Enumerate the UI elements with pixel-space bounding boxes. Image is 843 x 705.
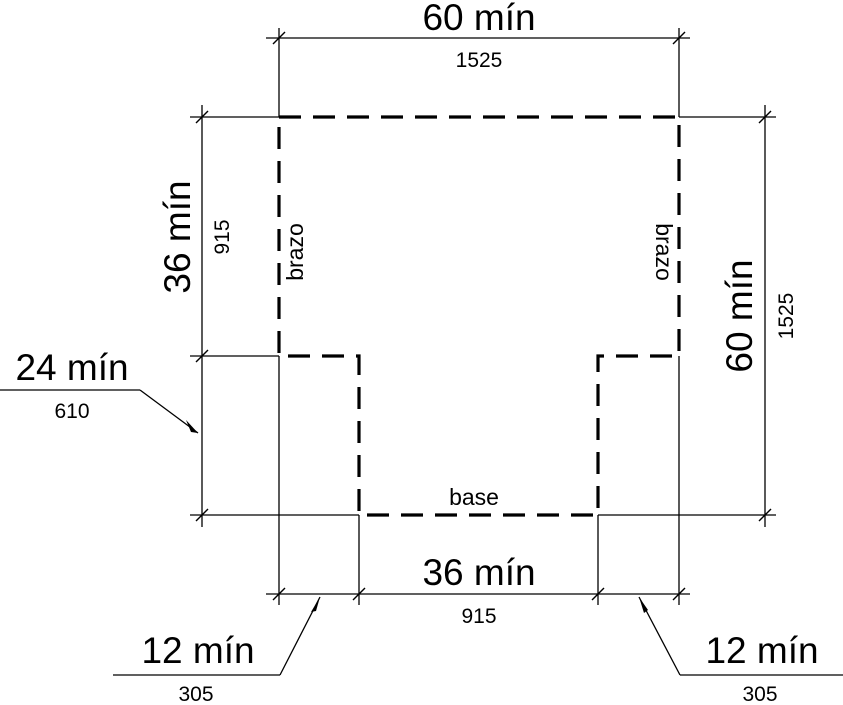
top-width-label: 60 mín bbox=[422, 0, 535, 38]
bottom-right-dimension: 12 mín 305 bbox=[638, 596, 843, 705]
top-width-dimension: 60 mín 1525 bbox=[266, 0, 690, 117]
right-arm-label: brazo bbox=[651, 223, 677, 281]
top-width-mm: 1525 bbox=[456, 49, 503, 72]
bottom-left-mm: 305 bbox=[178, 683, 213, 705]
left-arm-label: brazo bbox=[282, 223, 308, 281]
right-height-label: 60 mín bbox=[719, 259, 760, 372]
base-label: base bbox=[449, 484, 499, 510]
bottom-right-mm: 305 bbox=[742, 683, 777, 705]
bottom-right-label: 12 mín bbox=[705, 630, 818, 671]
base-width-mm: 915 bbox=[461, 605, 496, 628]
bottom-left-dimension: 12 mín 305 bbox=[113, 596, 321, 705]
left-offset-label: 24 mín bbox=[15, 347, 128, 388]
right-height-mm: 1525 bbox=[775, 293, 798, 340]
bottom-left-label: 12 mín bbox=[141, 630, 254, 671]
left-height-label: 36 mín bbox=[157, 180, 198, 293]
left-offset-mm: 610 bbox=[54, 400, 89, 423]
base-width-label: 36 mín bbox=[422, 552, 535, 593]
left-offset-dimension: 24 mín 610 bbox=[0, 347, 199, 434]
left-height-mm: 915 bbox=[211, 219, 234, 254]
bottom-dimension: 36 mín 915 bbox=[266, 356, 690, 628]
right-height-dimension: 60 mín 1525 bbox=[598, 105, 798, 527]
left-height-dimension: 36 mín 915 bbox=[157, 105, 359, 527]
t-space-outline bbox=[277, 115, 681, 517]
